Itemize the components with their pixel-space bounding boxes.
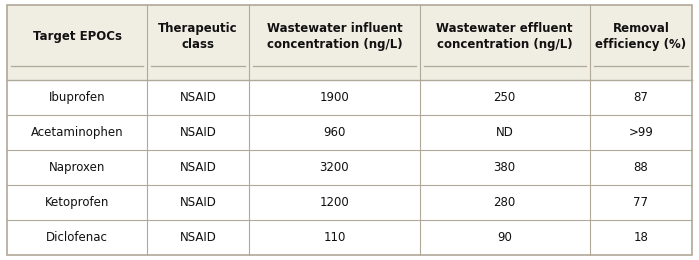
Text: 380: 380 <box>493 161 516 174</box>
Text: 1900: 1900 <box>319 91 350 104</box>
Text: NSAID: NSAID <box>180 161 217 174</box>
Text: 77: 77 <box>633 196 649 209</box>
Bar <box>7 5 692 80</box>
Text: 87: 87 <box>633 91 649 104</box>
Text: Wastewater effluent
concentration (ng/L): Wastewater effluent concentration (ng/L) <box>436 22 573 51</box>
Text: Ibuprofen: Ibuprofen <box>49 91 106 104</box>
Text: Therapeutic
class: Therapeutic class <box>158 22 238 51</box>
Text: 90: 90 <box>497 231 512 244</box>
Text: 88: 88 <box>633 161 648 174</box>
Text: Removal
efficiency (%): Removal efficiency (%) <box>596 22 686 51</box>
Bar <box>7 80 692 255</box>
Text: NSAID: NSAID <box>180 126 217 139</box>
Text: NSAID: NSAID <box>180 91 217 104</box>
Text: 280: 280 <box>493 196 516 209</box>
Text: 960: 960 <box>323 126 345 139</box>
Text: Naproxen: Naproxen <box>49 161 106 174</box>
Text: 1200: 1200 <box>319 196 350 209</box>
Text: Acetaminophen: Acetaminophen <box>31 126 123 139</box>
Text: ND: ND <box>496 126 514 139</box>
Text: Wastewater influent
concentration (ng/L): Wastewater influent concentration (ng/L) <box>266 22 402 51</box>
Text: NSAID: NSAID <box>180 196 217 209</box>
Text: 3200: 3200 <box>319 161 350 174</box>
Text: Ketoprofen: Ketoprofen <box>45 196 109 209</box>
Text: 18: 18 <box>633 231 649 244</box>
Text: Target EPOCs: Target EPOCs <box>33 30 122 43</box>
Text: NSAID: NSAID <box>180 231 217 244</box>
Text: Diclofenac: Diclofenac <box>46 231 108 244</box>
Text: 250: 250 <box>493 91 516 104</box>
Text: 110: 110 <box>323 231 345 244</box>
Text: >99: >99 <box>628 126 654 139</box>
